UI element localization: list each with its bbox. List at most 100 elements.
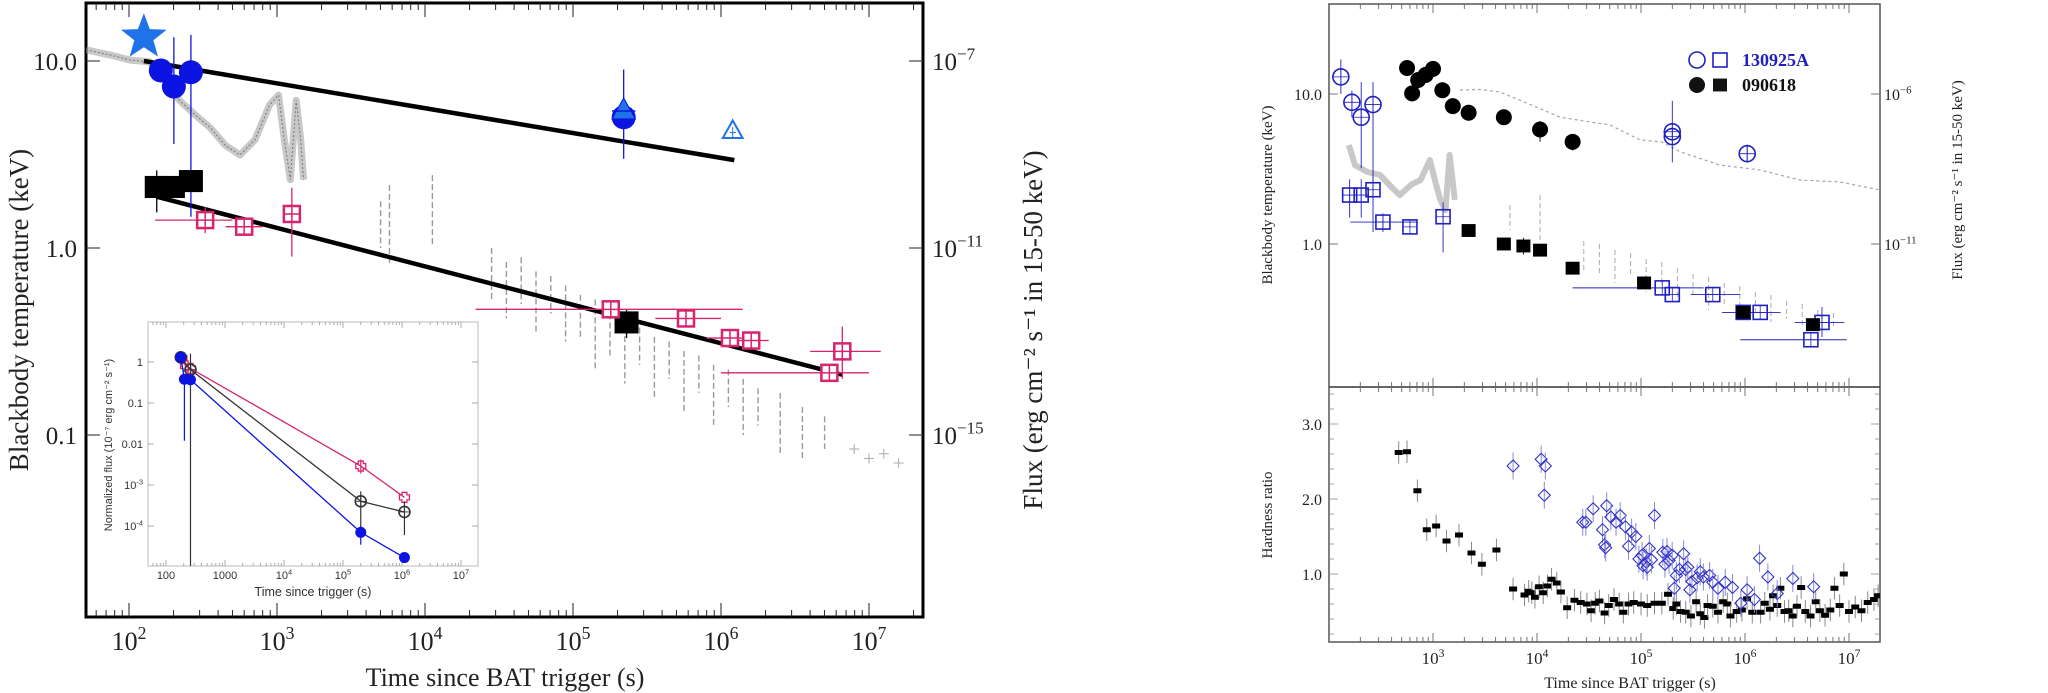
x-tick-label-exp: 3 bbox=[1439, 647, 1445, 660]
hr-data-point bbox=[1806, 579, 1821, 594]
data-point-cross bbox=[1332, 68, 1349, 85]
series-090618-bb-squares- bbox=[144, 170, 639, 339]
inset-x-tick-label-exp: 6 bbox=[406, 567, 410, 576]
hr-data-point bbox=[1621, 539, 1636, 554]
hr-data-point bbox=[1821, 612, 1830, 618]
x-tick-label: 105 bbox=[1630, 647, 1653, 668]
inset-data-point-cross bbox=[398, 506, 410, 518]
hr-data-point bbox=[1629, 600, 1638, 605]
series-130925A-osquare bbox=[1341, 176, 1847, 348]
inset-series-blue bbox=[175, 351, 410, 564]
inset-y-tick-label-exp: -3 bbox=[136, 477, 143, 486]
y2-tick-label-base: 10 bbox=[932, 49, 957, 76]
x-tick-label: 106 bbox=[704, 623, 739, 656]
hr-data-point bbox=[1676, 609, 1685, 614]
data-point bbox=[178, 170, 203, 193]
hr-data-point bbox=[1681, 560, 1695, 575]
hr-data-point bbox=[1711, 581, 1725, 596]
hr-data-point bbox=[1595, 598, 1604, 604]
x-tick-label-base: 10 bbox=[704, 627, 730, 656]
hr-data-point bbox=[1761, 570, 1775, 584]
y2-tick-label: 10−6 bbox=[1884, 84, 1912, 104]
hr-data-point bbox=[1543, 583, 1552, 589]
hr-data-point bbox=[1598, 540, 1613, 555]
hr-data-point bbox=[1467, 550, 1476, 556]
data-point-cross bbox=[602, 301, 619, 318]
light-curve-cross bbox=[878, 448, 889, 459]
left-series bbox=[121, 13, 881, 383]
data-point bbox=[1532, 121, 1549, 138]
y2-tick-label: 10−11 bbox=[932, 232, 983, 264]
series-130925a-bb-open-triangle- bbox=[721, 118, 745, 140]
data-point-cross bbox=[677, 310, 694, 327]
legend-square-130925A bbox=[1712, 52, 1728, 68]
hr-data-point bbox=[1667, 581, 1682, 596]
hr-data-point bbox=[1780, 609, 1789, 614]
hardness-series-130925A bbox=[1506, 445, 1821, 617]
left-y2-axis-label: Flux (erg cm⁻² s⁻¹ in 15-50 keV) bbox=[1018, 150, 1048, 509]
series-bb-pink-squares- bbox=[155, 187, 881, 383]
series-130925a-prompt-bb bbox=[121, 13, 167, 57]
legend-circle-090618 bbox=[1689, 77, 1705, 93]
series-130925a-bb-filled-triangle- bbox=[611, 97, 637, 120]
x-tick-label-exp: 7 bbox=[878, 623, 887, 643]
x-tick-label-base: 10 bbox=[1526, 649, 1543, 668]
inset-line bbox=[180, 356, 405, 513]
data-point bbox=[1399, 60, 1416, 77]
x-tick-label: 107 bbox=[852, 623, 887, 656]
hardness-series bbox=[1394, 440, 1880, 629]
x-tick-label-base: 10 bbox=[260, 627, 286, 656]
data-point bbox=[1565, 261, 1580, 275]
data-point-cross bbox=[721, 330, 738, 347]
hr-data-point bbox=[1538, 459, 1553, 473]
inset-data-point bbox=[398, 552, 410, 564]
series-090618-square bbox=[1461, 224, 1820, 332]
inset-frame bbox=[147, 321, 479, 567]
right-y2-axis-label: Flux (erg cm⁻² s⁻¹ in 15-50 keV) bbox=[1950, 80, 1966, 280]
hr-data-point bbox=[1539, 590, 1548, 596]
y2-tick-label-exp: −15 bbox=[957, 419, 984, 438]
inset-x-tick-label-exp: 7 bbox=[465, 567, 469, 576]
inset-y-tick-label: 10-4 bbox=[124, 518, 143, 533]
inset-y-tick-label-base: 10 bbox=[124, 521, 136, 533]
hr-data-point bbox=[1806, 613, 1815, 619]
inset-x-tick-label: 104 bbox=[276, 567, 292, 582]
x-tick-label-base: 10 bbox=[1422, 649, 1439, 668]
hr-data-point bbox=[1432, 523, 1441, 529]
x-tick-label-exp: 6 bbox=[1751, 647, 1757, 660]
hr-data-point bbox=[1748, 609, 1757, 615]
hr-data-point bbox=[1726, 613, 1735, 619]
data-point-cross bbox=[1803, 332, 1818, 347]
hr-tick-label: 1.0 bbox=[1302, 567, 1322, 584]
y2-tick-label-exp: −11 bbox=[1900, 234, 1917, 246]
data-point bbox=[1434, 82, 1451, 99]
hr-data-point bbox=[1835, 603, 1844, 608]
hr-data-point bbox=[1696, 570, 1711, 584]
series-130925a-bb-circles- bbox=[148, 34, 636, 217]
hr-data-point bbox=[1587, 608, 1596, 614]
data-point-cross bbox=[1739, 145, 1756, 162]
hr-data-point bbox=[1509, 586, 1518, 592]
hr-data-point bbox=[1570, 597, 1579, 603]
x-tick-label-exp: 4 bbox=[434, 623, 443, 643]
hr-data-point bbox=[1725, 580, 1740, 595]
data-point-cross bbox=[236, 218, 253, 235]
data-point bbox=[1496, 237, 1511, 251]
data-point bbox=[614, 311, 639, 334]
right-top-series bbox=[1332, 59, 1847, 348]
hr-data-point bbox=[1815, 608, 1824, 614]
inset-x-tick-label: 106 bbox=[394, 567, 410, 582]
data-point-cross bbox=[1664, 128, 1681, 145]
y2-tick-label-exp: −11 bbox=[957, 232, 983, 251]
inset-x-tick-label: 105 bbox=[335, 567, 351, 582]
hr-data-point bbox=[1719, 599, 1728, 605]
x-tick-label-base: 10 bbox=[112, 627, 138, 656]
data-point bbox=[1516, 239, 1531, 253]
hr-data-point bbox=[1718, 575, 1733, 590]
hr-data-point bbox=[1455, 532, 1463, 538]
data-point-cross bbox=[1375, 215, 1390, 230]
data-point bbox=[160, 175, 185, 199]
